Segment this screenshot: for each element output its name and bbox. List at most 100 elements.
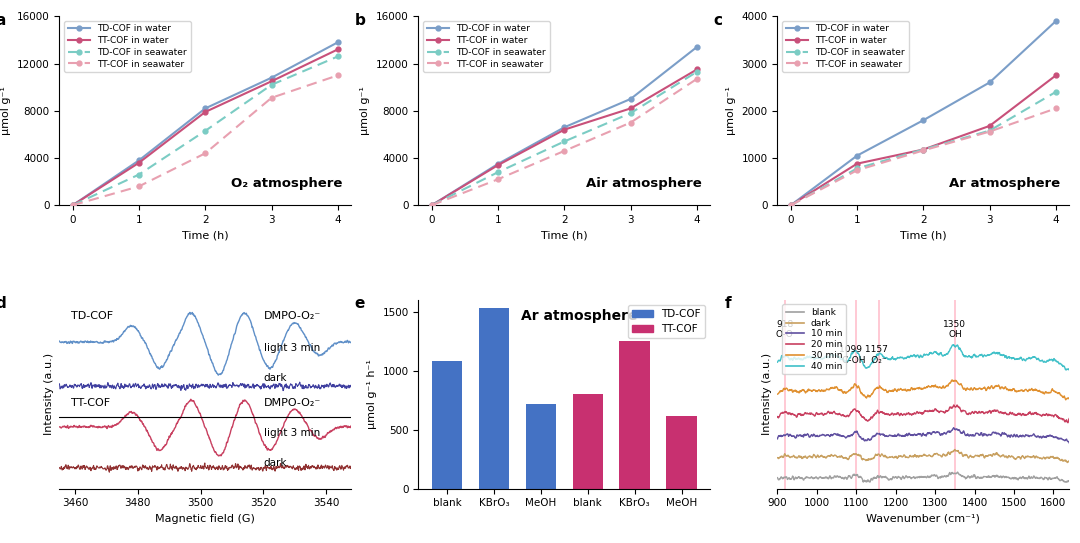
Legend: TD-COF in water, TT-COF in water, TD-COF in seawater, TT-COF in seawater: TD-COF in water, TT-COF in water, TD-COF… — [64, 21, 190, 72]
30 min — [946, 377, 959, 383]
blank — [771, 475, 784, 481]
Text: Ar atmosphere: Ar atmosphere — [521, 309, 637, 323]
Text: a: a — [0, 12, 5, 28]
30 min — [900, 387, 913, 394]
Legend: blank, dark, 10 min, 20 min, 30 min, 40 min: blank, dark, 10 min, 20 min, 30 min, 40 … — [782, 304, 846, 375]
40 min — [999, 353, 1012, 360]
Line: blank: blank — [778, 472, 1069, 482]
dark — [1063, 458, 1076, 464]
Text: Air atmosphere: Air atmosphere — [585, 177, 701, 190]
Text: DMPO-O₂⁻: DMPO-O₂⁻ — [264, 311, 321, 320]
10 min — [972, 431, 985, 437]
dark — [999, 453, 1012, 460]
40 min — [771, 359, 784, 365]
Text: Ar atmosphere: Ar atmosphere — [949, 177, 1061, 190]
Y-axis label: μmol g⁻¹: μmol g⁻¹ — [361, 86, 370, 135]
10 min — [889, 433, 902, 439]
10 min — [1004, 432, 1017, 439]
dark — [889, 453, 902, 460]
Legend: TD-COF in water, TT-COF in water, TD-COF in seawater, TT-COF in seawater: TD-COF in water, TT-COF in water, TD-COF… — [423, 21, 550, 72]
20 min — [900, 411, 913, 418]
dark — [948, 446, 961, 453]
Bar — [432, 361, 462, 489]
blank — [999, 473, 1012, 480]
blank — [972, 474, 985, 481]
blank — [1063, 478, 1076, 484]
20 min — [999, 409, 1012, 415]
blank — [889, 473, 902, 480]
Text: b: b — [354, 12, 365, 28]
Bar — [666, 416, 697, 489]
Legend: TD-COF, TT-COF: TD-COF, TT-COF — [627, 305, 705, 338]
30 min — [1059, 396, 1072, 403]
dark — [1061, 459, 1074, 466]
X-axis label: Wavenumber (cm⁻¹): Wavenumber (cm⁻¹) — [866, 514, 981, 524]
Line: 40 min: 40 min — [778, 345, 1069, 370]
40 min — [889, 357, 902, 363]
dark — [1004, 454, 1017, 460]
Text: light 3 min: light 3 min — [264, 428, 320, 438]
dark — [800, 454, 813, 461]
X-axis label: Time (h): Time (h) — [181, 231, 229, 241]
dark — [972, 452, 985, 459]
10 min — [947, 425, 960, 431]
Text: TT-COF: TT-COF — [71, 397, 110, 408]
Line: 30 min: 30 min — [778, 380, 1069, 400]
Text: c: c — [713, 12, 723, 28]
blank — [1004, 475, 1017, 482]
30 min — [1004, 387, 1017, 393]
10 min — [1063, 440, 1076, 446]
Line: dark: dark — [778, 450, 1069, 463]
10 min — [900, 431, 913, 438]
40 min — [800, 353, 813, 359]
20 min — [771, 413, 784, 420]
10 min — [771, 435, 784, 442]
X-axis label: Time (h): Time (h) — [900, 231, 947, 241]
X-axis label: Magnetic field (G): Magnetic field (G) — [156, 514, 255, 524]
Y-axis label: μmol g⁻¹: μmol g⁻¹ — [1, 86, 12, 135]
40 min — [1059, 367, 1072, 373]
blank — [1059, 479, 1072, 485]
40 min — [947, 342, 960, 348]
30 min — [999, 383, 1012, 390]
dark — [900, 454, 913, 460]
Y-axis label: Intensity (a.u.): Intensity (a.u.) — [761, 353, 772, 435]
10 min — [800, 431, 813, 438]
Bar — [478, 308, 509, 489]
Text: 918
O-O: 918 O-O — [775, 320, 794, 339]
Text: light 3 min: light 3 min — [264, 343, 320, 353]
Legend: TD-COF in water, TT-COF in water, TD-COF in seawater, TT-COF in seawater: TD-COF in water, TT-COF in water, TD-COF… — [782, 21, 908, 72]
40 min — [972, 353, 985, 360]
20 min — [889, 411, 902, 418]
Y-axis label: μmol g⁻¹: μmol g⁻¹ — [726, 86, 737, 135]
30 min — [771, 391, 784, 397]
Line: 20 min: 20 min — [778, 405, 1069, 422]
blank — [800, 474, 813, 481]
Text: d: d — [0, 296, 6, 311]
Text: dark: dark — [264, 458, 287, 468]
20 min — [1004, 409, 1017, 415]
Text: 1350
OH: 1350 OH — [943, 320, 967, 339]
40 min — [1004, 355, 1017, 361]
30 min — [972, 386, 985, 393]
Bar — [572, 394, 603, 489]
40 min — [900, 355, 913, 362]
Text: TD-COF: TD-COF — [71, 311, 113, 320]
Text: 1099 1157
C-OH  O₂⁻: 1099 1157 C-OH O₂⁻ — [839, 345, 888, 365]
Bar — [620, 341, 650, 489]
20 min — [1062, 419, 1075, 426]
Text: f: f — [725, 296, 731, 311]
20 min — [972, 409, 985, 416]
20 min — [800, 410, 813, 416]
30 min — [1063, 395, 1076, 401]
30 min — [800, 388, 813, 394]
Line: 10 min: 10 min — [778, 428, 1069, 443]
Text: dark: dark — [264, 373, 287, 383]
dark — [771, 454, 784, 461]
20 min — [1063, 415, 1076, 422]
Y-axis label: Intensity (a.u.): Intensity (a.u.) — [44, 353, 54, 435]
X-axis label: Time (h): Time (h) — [541, 231, 588, 241]
Bar — [526, 403, 556, 489]
20 min — [947, 402, 960, 408]
Text: O₂ atmosphere: O₂ atmosphere — [231, 177, 342, 190]
